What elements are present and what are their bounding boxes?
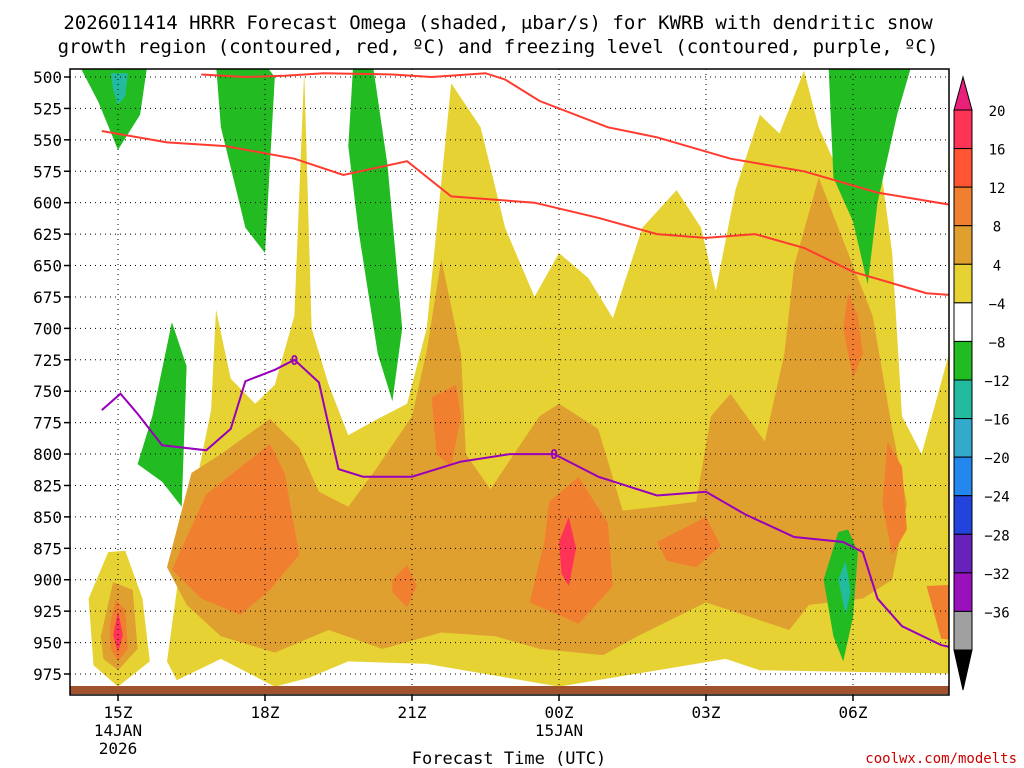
- dgz-contour-0: [201, 72, 949, 206]
- colorbar-swatch-10: [953, 495, 973, 535]
- colorbar-label-0: 20: [989, 104, 1006, 120]
- plot-area: 00: [70, 69, 949, 695]
- freezing-level-label-0: 0: [290, 354, 298, 369]
- y-axis: 500 525 550 575 600 625 650 675 700 725 750 775 800 8…: [33, 68, 70, 684]
- colorbar-label-12: −32: [984, 567, 1009, 583]
- x-tick-label-00Z: 00Z: [545, 703, 574, 722]
- y-tick-label-700: 700: [33, 319, 62, 338]
- colorbar-label-10: −24: [984, 490, 1009, 506]
- x-axis-label: Forecast Time (UTC): [412, 749, 606, 768]
- y-tick-label-825: 825: [33, 476, 62, 495]
- colorbar-bottom-cap: [953, 649, 973, 691]
- omega-region-18: [348, 69, 403, 402]
- y-tick-label-750: 750: [33, 382, 62, 401]
- y-tick-label-975: 975: [33, 665, 62, 684]
- omega-region-14: [559, 516, 577, 586]
- omega-shading: [81, 69, 949, 687]
- ground-surface: [70, 686, 949, 694]
- colorbar-swatch-12: [953, 572, 973, 612]
- y-tick-label-850: 850: [33, 508, 62, 527]
- omega-region-19: [137, 322, 187, 507]
- omega-region-9: [431, 384, 461, 467]
- colorbar-swatch-5: [953, 302, 973, 342]
- x-tick-date-00Z: 15JAN: [535, 721, 583, 740]
- colorbar-swatch-0: [953, 109, 973, 150]
- y-tick-label-675: 675: [33, 288, 62, 307]
- y-tick-label-650: 650: [33, 257, 62, 276]
- colorbar-swatch-7: [953, 379, 973, 420]
- freezing-level-contour: [101, 358, 949, 648]
- x-tick-label-21Z: 21Z: [398, 703, 427, 722]
- dgz-contour-1: [101, 130, 949, 296]
- colorbar-swatch-13: [953, 610, 973, 651]
- y-tick-label-725: 725: [33, 351, 62, 370]
- x-tick-label-03Z: 03Z: [692, 703, 721, 722]
- omega-region-11: [843, 293, 863, 379]
- contours: 00: [101, 72, 949, 648]
- y-tick-label-600: 600: [33, 194, 62, 213]
- y-tick-label-950: 950: [33, 634, 62, 653]
- colorbar-label-1: 16: [989, 143, 1006, 159]
- colorbar-swatch-4: [953, 263, 973, 304]
- omega-region-10: [392, 564, 417, 608]
- y-tick-label-500: 500: [33, 68, 62, 87]
- y-tick-label-525: 525: [33, 99, 62, 118]
- x-tick-label-15Z: 15Z: [104, 703, 133, 722]
- y-tick-label-875: 875: [33, 539, 62, 558]
- colorbar-swatch-3: [953, 225, 973, 265]
- colorbar-swatch-1: [953, 148, 973, 188]
- omega-region-6: [171, 444, 300, 615]
- colorbar-top-cap: [953, 75, 973, 111]
- chart-title-line-1: 2026011414 HRRR Forecast Omega (shaded, …: [63, 12, 933, 34]
- x-tick-date-15Z: 14JAN: [94, 721, 142, 740]
- y-tick-label-900: 900: [33, 571, 62, 590]
- omega-region-21: [823, 529, 858, 662]
- omega-region-8: [657, 516, 721, 568]
- x-tick-year-15Z: 2026: [99, 739, 138, 758]
- freezing-level-label-1: 0: [550, 448, 558, 463]
- colorbar-label-11: −28: [984, 528, 1009, 544]
- omega-region-20: [828, 69, 911, 285]
- colorbar-swatch-11: [953, 533, 973, 574]
- omega-region-13: [926, 584, 949, 640]
- colorbar-swatch-6: [953, 340, 973, 381]
- colorbar-label-5: −4: [989, 297, 1006, 313]
- credit-link[interactable]: coolwx.com/modelts: [865, 751, 1017, 767]
- colorbar-label-2: 12: [989, 181, 1006, 197]
- y-tick-label-925: 925: [33, 602, 62, 621]
- y-tick-label-625: 625: [33, 225, 62, 244]
- omega-region-17: [216, 69, 275, 253]
- y-tick-label-800: 800: [33, 445, 62, 464]
- y-tick-label-575: 575: [33, 162, 62, 181]
- plot-frame: [69, 68, 950, 696]
- omega-region-12: [882, 441, 907, 555]
- x-tick-label-18Z: 18Z: [251, 703, 280, 722]
- omega-region-16: [110, 73, 128, 105]
- omega-region-15: [81, 69, 147, 150]
- colorbar-label-13: −36: [984, 605, 1009, 621]
- omega-region-22: [838, 560, 851, 615]
- colorbar-label-8: −16: [984, 413, 1009, 429]
- colorbar-label-7: −12: [984, 374, 1009, 390]
- colorbar-swatch-9: [953, 456, 973, 497]
- colorbar-label-4: 4: [993, 258, 1001, 274]
- y-tick-label-775: 775: [33, 414, 62, 433]
- colorbar-label-3: 8: [993, 220, 1001, 236]
- colorbar-label-9: −20: [984, 451, 1009, 467]
- colorbar-swatch-8: [953, 418, 973, 458]
- colorbar: 20 16 12 8 4 −4 −8 −12 −16 −20 −24 −28 −32 −36: [953, 75, 1010, 691]
- x-tick-label-06Z: 06Z: [839, 703, 868, 722]
- chart-title-line-2: growth region (contoured, red, ºC) and f…: [58, 36, 939, 58]
- colorbar-swatch-2: [953, 186, 973, 227]
- colorbar-label-6: −8: [989, 335, 1006, 351]
- omega-region-5: [167, 177, 907, 656]
- y-tick-label-550: 550: [33, 131, 62, 150]
